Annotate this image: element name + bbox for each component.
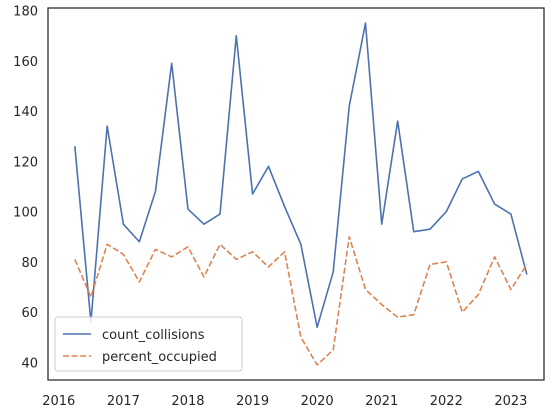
y-tick-label: 100 xyxy=(13,206,38,221)
legend: count_collisions percent_occupied xyxy=(54,316,243,372)
y-tick-label: 120 xyxy=(13,155,38,170)
x-tick-label: 2022 xyxy=(430,394,463,409)
y-axis-ticks: 40 60 80 100 120 140 160 180 xyxy=(13,5,38,372)
legend-label: percent_occupied xyxy=(102,350,217,365)
legend-label: count_collisions xyxy=(102,328,205,343)
y-tick-label: 160 xyxy=(13,55,38,70)
x-tick-label: 2017 xyxy=(107,394,140,409)
x-tick-label: 2023 xyxy=(494,394,527,409)
x-tick-label: 2021 xyxy=(365,394,398,409)
x-axis-ticks: 2016 2017 2018 2019 2020 2021 2022 2023 xyxy=(42,394,527,409)
x-tick-label: 2019 xyxy=(236,394,269,409)
x-tick-label: 2020 xyxy=(301,394,334,409)
series-lines xyxy=(74,22,528,366)
x-tick-label: 2016 xyxy=(42,394,75,409)
plot-frame xyxy=(47,7,545,381)
x-tick-label: 2018 xyxy=(171,394,204,409)
legend-box xyxy=(54,316,243,372)
y-tick-label: 140 xyxy=(13,105,38,120)
y-tick-label: 40 xyxy=(21,356,38,371)
y-tick-label: 180 xyxy=(13,5,38,20)
series-line-percent-occupied xyxy=(74,235,528,366)
y-tick-label: 60 xyxy=(21,306,38,321)
y-tick-label: 80 xyxy=(21,256,38,271)
series-line-count-collisions xyxy=(74,22,528,329)
